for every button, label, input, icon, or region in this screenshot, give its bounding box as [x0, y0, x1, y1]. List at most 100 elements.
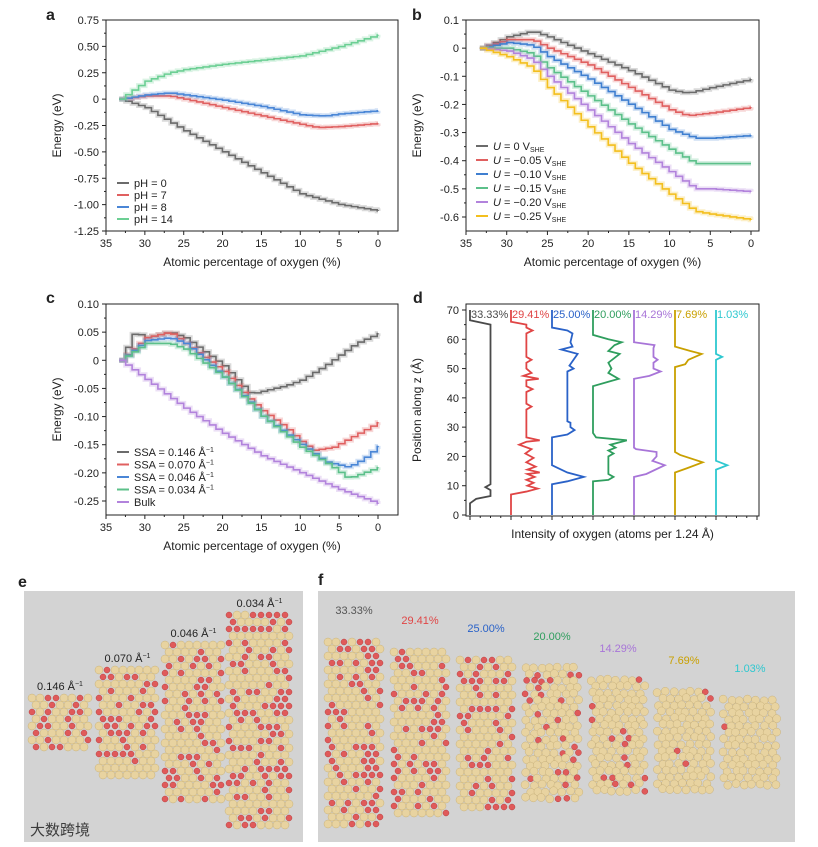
legend-entry: pH = 14 — [134, 214, 173, 226]
metal-atom — [331, 665, 341, 675]
metal-atom — [160, 752, 170, 762]
metal-atom — [689, 771, 698, 781]
metal-atom — [401, 668, 411, 678]
metal-atom — [118, 693, 128, 703]
oxygen-atom — [225, 639, 233, 647]
oxygen-atom — [80, 729, 88, 737]
metal-atom — [417, 710, 427, 720]
legend-entry: SSA = 0.146 Å−1 — [134, 446, 214, 459]
metal-atom — [421, 703, 431, 713]
oxygen-atom — [504, 754, 512, 762]
metal-atom — [495, 781, 505, 791]
oxygen-atom — [641, 788, 649, 795]
oxygen-atom — [402, 655, 410, 663]
metal-atom — [260, 687, 270, 697]
oxygen-atom — [504, 796, 512, 804]
metal-atom — [343, 770, 353, 780]
oxygen-atom — [95, 708, 103, 716]
metal-atom — [126, 679, 136, 689]
metal-atom — [694, 739, 704, 749]
metal-atom — [268, 743, 278, 753]
oxygen-atom — [257, 737, 265, 745]
metal-atom — [244, 771, 254, 781]
metal-atom — [164, 647, 174, 657]
oxygen-atom — [225, 625, 233, 633]
oxygen-atom — [225, 737, 233, 745]
metal-atom — [327, 686, 337, 696]
metal-atom — [405, 773, 415, 783]
metal-atom — [339, 763, 349, 773]
oxygen-atom — [340, 750, 348, 758]
metal-atom — [343, 742, 353, 752]
metal-atom — [433, 808, 443, 818]
oxygen-atom — [197, 690, 205, 698]
metal-atom — [719, 734, 728, 743]
metal-atom — [256, 638, 266, 648]
y-tick-label: -0.1 — [440, 71, 459, 83]
y-tick-label: -0.5 — [440, 184, 459, 196]
metal-atom — [397, 731, 407, 741]
oxygen-atom — [430, 774, 438, 782]
metal-atom — [397, 759, 407, 769]
metal-atom — [168, 668, 178, 678]
metal-atom — [441, 724, 451, 734]
x-axis-label: Intensity of oxygen (atoms per 1.24 Å) — [511, 526, 714, 541]
metal-atom — [280, 652, 290, 662]
legend-subscript: SHE — [552, 175, 567, 182]
oxygen-atom — [173, 774, 181, 782]
metal-atom — [409, 724, 419, 734]
oxygen-atom — [390, 788, 398, 796]
metal-atom — [351, 700, 361, 710]
metal-atom — [437, 759, 447, 769]
oxygen-atom — [364, 764, 372, 772]
metal-atom — [252, 813, 262, 823]
metal-atom — [479, 669, 489, 679]
oxygen-atom — [627, 781, 635, 789]
metal-atom — [146, 672, 156, 682]
metal-atom — [272, 820, 282, 830]
metal-atom — [122, 714, 132, 724]
oxygen-atom — [406, 662, 414, 670]
oxygen-atom — [588, 702, 596, 710]
y-tick-label: 0.75 — [78, 15, 99, 27]
legend-text: Bulk — [134, 497, 156, 509]
oxygen-atom — [364, 652, 372, 660]
metal-atom — [615, 694, 624, 703]
metal-atom — [224, 750, 234, 760]
metal-atom — [475, 774, 485, 784]
metal-atom — [196, 745, 206, 755]
metal-atom — [631, 785, 641, 794]
metal-atom — [475, 718, 485, 728]
oxygen-atom — [177, 669, 185, 677]
metal-atom — [471, 753, 481, 763]
metal-atom — [39, 728, 49, 738]
oxygen-atom — [147, 715, 155, 723]
metal-atom — [188, 675, 198, 685]
metal-atom — [196, 759, 206, 769]
metal-atom — [272, 792, 282, 802]
metal-atom — [240, 778, 250, 788]
metal-atom — [429, 745, 439, 755]
metal-atom — [114, 756, 124, 766]
oxygen-atom — [464, 726, 472, 734]
metal-atom — [212, 731, 222, 741]
series-line-0 — [119, 98, 379, 212]
oxygen-atom — [496, 740, 504, 748]
y-tick-label: 10 — [447, 481, 459, 493]
metal-atom — [471, 655, 481, 665]
metal-atom — [232, 722, 242, 732]
metal-atom — [327, 728, 337, 738]
metal-atom — [184, 780, 194, 790]
metal-atom — [323, 637, 333, 647]
oxygen-atom — [205, 662, 213, 670]
metal-atom — [323, 679, 333, 689]
metal-atom — [495, 753, 505, 763]
metal-atom — [172, 745, 182, 755]
metal-atom — [413, 647, 423, 657]
metal-atom — [284, 715, 294, 725]
metal-atom — [102, 693, 112, 703]
metal-atom — [260, 673, 270, 683]
metal-atom — [467, 690, 477, 700]
oxygen-atom — [201, 711, 209, 719]
oxygen-atom — [476, 705, 484, 713]
